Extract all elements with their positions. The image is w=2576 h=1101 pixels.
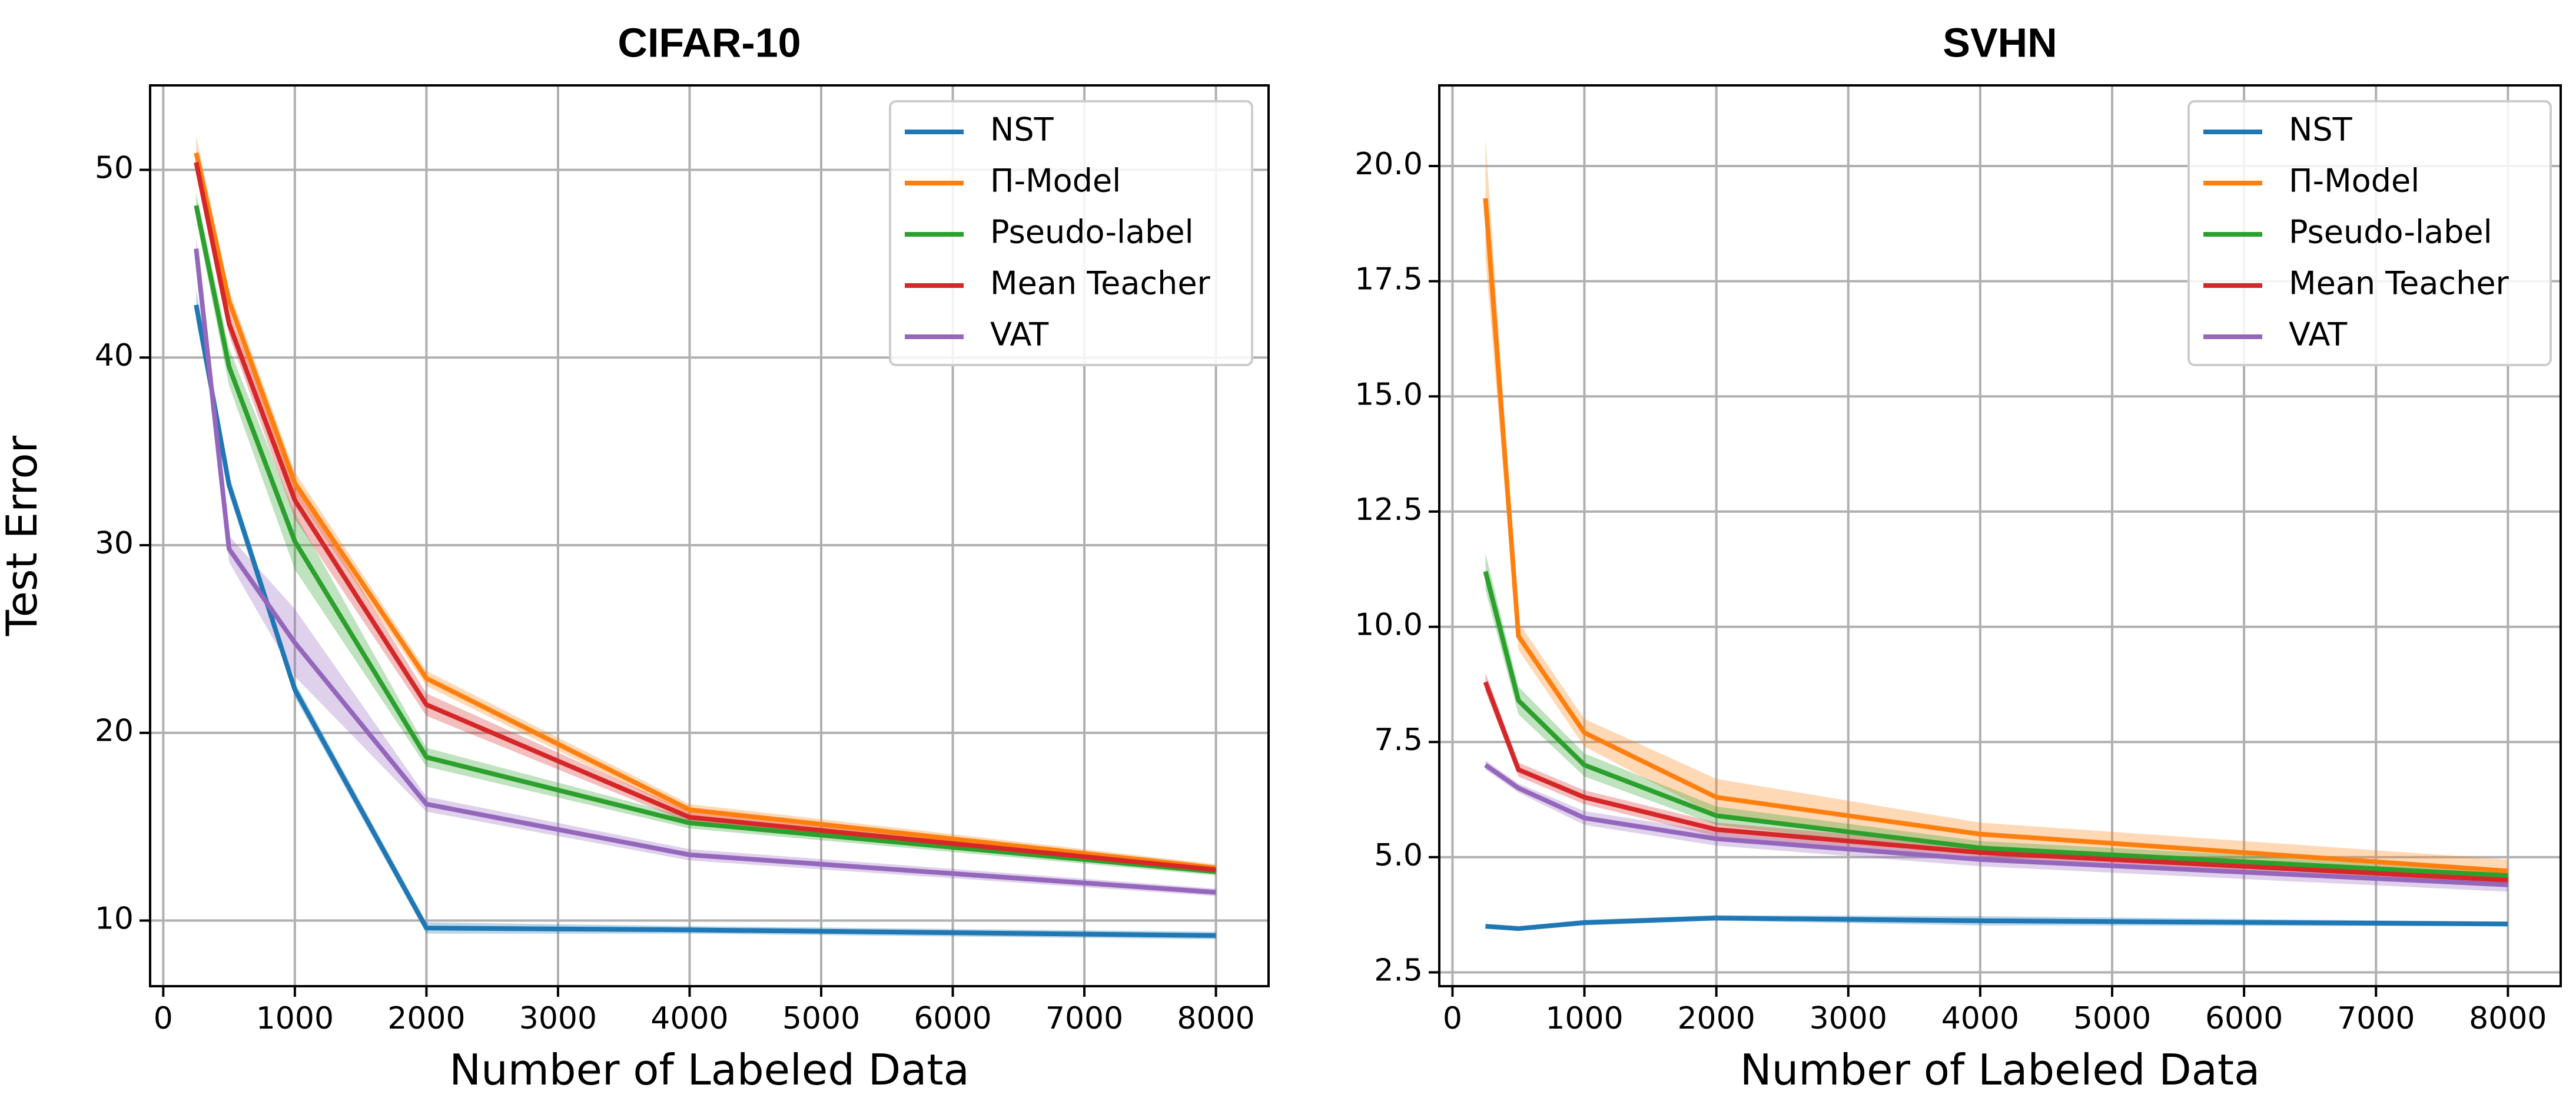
y-tick-label: 2.5 [1374,953,1423,989]
y-tick-label: 30 [95,526,134,561]
legend: NST Π-Model Pseudo-label Mean Teacher VAT [2187,100,2552,366]
legend-box [2187,100,2552,366]
y-tick-label: 12.5 [1355,492,1423,528]
legend-label-pi-model: Π-Model [990,163,1121,200]
x-tick-label: 7000 [2337,1001,2415,1036]
legend-label-vat: VAT [2289,316,2348,353]
y-tick-label: 5.0 [1374,838,1423,873]
x-tick-label: 8000 [2469,1001,2547,1036]
legend-label-mean-teacher: Mean Teacher [990,265,1211,302]
series-line-vat [1484,763,2508,887]
series-line-pi-model [1483,198,2508,874]
legend-label-vat: VAT [990,316,1049,353]
x-tick-label: 7000 [1045,1001,1123,1036]
chart-title: CIFAR-10 [618,19,801,65]
y-tick-label: 7.5 [1374,722,1423,758]
svhn-chart: SVHN 0 1000 2000 3000 4000 5000 6000 7000 8000 2.5… [1355,19,2562,1095]
series-line-vat [194,248,1216,895]
x-tick-label: 5000 [2073,1001,2151,1036]
x-tick-label: 0 [154,1001,173,1036]
x-axis-label: Number of Labeled Data [1740,1045,2260,1095]
legend-label-pseudo-label: Pseudo-label [2289,214,2492,251]
y-tick-label: 15.0 [1355,377,1423,412]
x-tick-label: 4000 [650,1001,728,1036]
y-tick-label: 20.0 [1355,147,1423,182]
x-tick-label: 1000 [1545,1001,1623,1036]
y-tick-label: 17.5 [1355,262,1423,297]
x-tick-label: 3000 [519,1001,597,1036]
series-band-pi-model [196,136,1216,872]
series-line-pseudo-label [194,205,1216,874]
legend-label-nst: NST [2289,111,2353,148]
x-tick-label: 2000 [387,1001,465,1036]
series-line-pi-model [194,152,1217,871]
y-tick-label: 10.0 [1355,608,1423,643]
x-tick-label: 8000 [1177,1001,1254,1036]
x-tick-label: 1000 [256,1001,334,1036]
y-tick-label: 20 [95,714,134,749]
legend-box [889,100,1253,366]
series-line-nst [194,304,1216,938]
x-tick-label: 3000 [1810,1001,1887,1036]
legend-label-pi-model: Π-Model [2289,163,2419,200]
plot-area [1483,138,2508,931]
x-tick-label: 4000 [1941,1001,2019,1036]
series-line-mean-teacher [1483,681,2508,883]
legend-label-mean-teacher: Mean Teacher [2289,265,2509,302]
legend: NST Π-Model Pseudo-label Mean Teacher VAT [889,100,1253,366]
y-tick-label: 10 [95,901,134,936]
chart-title: SVHN [1943,19,2057,65]
axes-frame [1438,84,2562,987]
x-tick-label: 6000 [2205,1001,2283,1036]
axes-frame [149,84,1270,987]
series-line-pseudo-label [1483,571,2508,878]
y-axis-label: Test Error [0,436,47,637]
plot-area [194,136,1217,940]
y-tick-label: 40 [95,338,134,373]
series-line-mean-teacher [194,161,1216,873]
legend-label-pseudo-label: Pseudo-label [990,214,1194,251]
x-tick-label: 0 [1443,1001,1462,1036]
x-tick-label: 2000 [1677,1001,1755,1036]
series-line-nst [1485,916,2508,931]
cifar10-chart: CIFAR-10 0 1000 2000 3000 4000 5000 6000 7000 800… [0,19,1270,1095]
x-tick-label: 5000 [782,1001,860,1036]
x-axis-label: Number of Labeled Data [449,1045,969,1095]
legend-label-nst: NST [990,111,1054,148]
x-tick-label: 6000 [914,1001,991,1036]
y-tick-label: 50 [95,150,134,185]
